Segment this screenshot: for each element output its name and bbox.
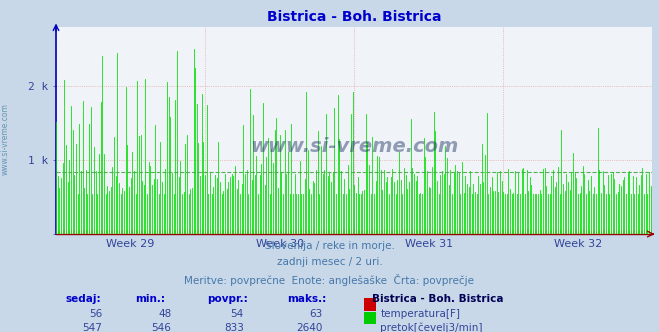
Text: sedaj:: sedaj: [66,294,101,304]
Text: 54: 54 [231,309,244,319]
Text: 56: 56 [89,309,102,319]
Text: 547: 547 [82,323,102,332]
Text: Meritve: povprečne  Enote: anglešaške  Črta: povprečje: Meritve: povprečne Enote: anglešaške Črt… [185,274,474,286]
Text: 546: 546 [152,323,171,332]
Text: 63: 63 [310,309,323,319]
Text: 833: 833 [224,323,244,332]
Text: 2640: 2640 [297,323,323,332]
Text: 48: 48 [158,309,171,319]
Text: www.si-vreme.com: www.si-vreme.com [250,137,459,156]
Text: maks.:: maks.: [287,294,326,304]
Text: www.si-vreme.com: www.si-vreme.com [1,104,10,175]
Text: min.:: min.: [135,294,165,304]
Text: povpr.:: povpr.: [208,294,248,304]
Text: pretok[čevelj3/min]: pretok[čevelj3/min] [380,323,483,332]
Text: zadnji mesec / 2 uri.: zadnji mesec / 2 uri. [277,257,382,267]
Title: Bistrica - Boh. Bistrica: Bistrica - Boh. Bistrica [267,10,442,24]
Text: Bistrica - Boh. Bistrica: Bistrica - Boh. Bistrica [372,294,504,304]
Text: temperatura[F]: temperatura[F] [380,309,460,319]
Text: Slovenija / reke in morje.: Slovenija / reke in morje. [264,241,395,251]
